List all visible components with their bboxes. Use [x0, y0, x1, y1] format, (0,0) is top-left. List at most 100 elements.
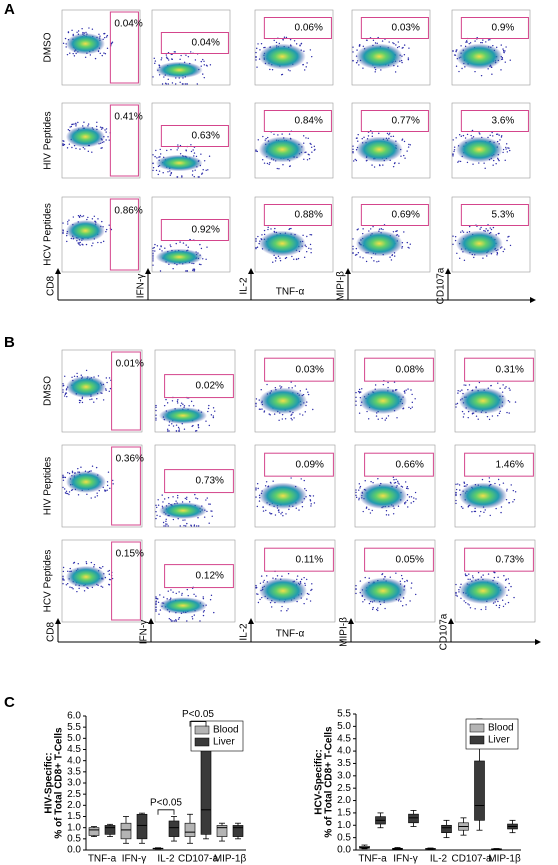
y-tick-label: 4.5 — [337, 733, 351, 744]
event-dot — [301, 505, 304, 508]
event-dot — [503, 51, 505, 54]
event-dot — [373, 260, 375, 262]
event-dot — [372, 39, 375, 42]
event-dot — [454, 239, 457, 242]
event-dot — [398, 45, 400, 48]
event-dot — [458, 160, 460, 162]
event-dot — [400, 485, 403, 488]
event-dot — [257, 487, 259, 490]
event-density — [355, 43, 403, 70]
event-dot — [73, 375, 76, 377]
event-dot — [311, 151, 313, 153]
event-dot — [163, 498, 166, 500]
event-dot — [479, 133, 481, 135]
event-dot — [378, 260, 380, 263]
y-tick-label: 5.5 — [67, 722, 81, 733]
box — [136, 813, 148, 840]
event-dot — [502, 250, 504, 253]
event-dot — [176, 494, 179, 497]
event-dot — [68, 143, 71, 145]
event-dot — [266, 575, 268, 577]
event-dot — [170, 148, 172, 151]
event-dot — [483, 162, 485, 164]
arrowhead — [535, 639, 541, 645]
event-dot — [81, 401, 84, 404]
event-dot — [66, 582, 69, 585]
event-dot — [186, 588, 188, 591]
event-dot — [183, 524, 185, 527]
event-dot — [455, 403, 457, 405]
event-dot — [70, 489, 73, 491]
event-dot — [152, 166, 155, 169]
panel-label: A — [4, 1, 15, 18]
event-dot — [498, 412, 501, 415]
event-dot — [490, 228, 493, 231]
x-marker: TNF-α — [276, 629, 305, 640]
event-dot — [455, 494, 457, 497]
event-dot — [354, 158, 356, 161]
event-dot — [172, 425, 175, 427]
box — [120, 822, 132, 840]
row-label: HCV Peptides — [43, 550, 54, 613]
event-dot — [507, 589, 510, 591]
event-dot — [179, 241, 181, 243]
event-dot — [513, 596, 515, 599]
event-dot — [205, 499, 207, 501]
event-dot — [172, 496, 174, 498]
event-dot — [152, 258, 154, 260]
event-dot — [459, 257, 461, 259]
event-dot — [468, 384, 471, 386]
event-dot — [388, 133, 390, 136]
event-dot — [69, 126, 71, 128]
event-dot — [491, 131, 493, 134]
event-dot — [358, 44, 361, 47]
event-dot — [474, 40, 476, 42]
event-dot — [87, 123, 90, 125]
event-dot — [194, 493, 196, 496]
event-dot — [497, 478, 500, 481]
event-dot — [359, 485, 362, 488]
plot-frame — [454, 349, 536, 433]
event-dot — [107, 471, 110, 473]
arrowhead — [445, 268, 451, 274]
event-dot — [162, 596, 165, 598]
plot-frame — [351, 102, 431, 179]
event-dot — [504, 387, 506, 389]
gate-percent: 0.86% — [114, 206, 142, 217]
event-dot — [168, 430, 170, 432]
row-label: DMSO — [43, 376, 54, 406]
event-dot — [200, 153, 202, 155]
event-dot — [492, 164, 494, 166]
event-dot — [175, 619, 177, 621]
event-dot — [456, 49, 458, 51]
event-dot — [280, 610, 282, 612]
event-dot — [299, 45, 301, 47]
event-dot — [80, 374, 82, 376]
event-dot — [461, 389, 463, 391]
event-dot — [464, 137, 467, 139]
event-dot — [398, 483, 400, 485]
event-dot — [462, 231, 465, 233]
event-dot — [62, 143, 64, 145]
gate-percent: 0.11% — [296, 554, 324, 565]
event-dot — [461, 410, 464, 413]
event-dot — [77, 467, 79, 470]
event-dot — [282, 515, 284, 517]
event-dot — [262, 135, 264, 138]
gate-percent: 0.9% — [492, 23, 515, 34]
event-dot — [465, 601, 467, 604]
gate-percent: 0.15% — [116, 549, 144, 560]
y-tick-label: 5.5 — [337, 709, 351, 720]
event-dot — [63, 395, 66, 397]
event-dot — [191, 616, 193, 618]
event-dot — [410, 389, 412, 391]
event-dot — [181, 176, 183, 178]
event-dot — [202, 614, 205, 617]
event-dot — [72, 33, 74, 36]
event-dot — [257, 139, 259, 141]
event-dot — [286, 610, 288, 612]
event-dot — [474, 510, 477, 513]
event-dot — [401, 138, 404, 140]
event-dot — [495, 163, 497, 165]
event-dot — [401, 61, 403, 64]
